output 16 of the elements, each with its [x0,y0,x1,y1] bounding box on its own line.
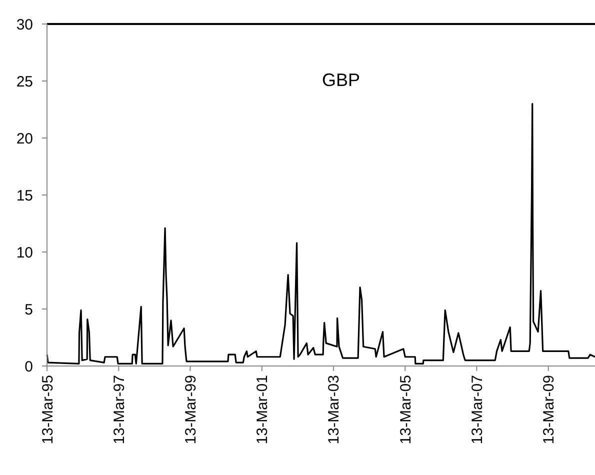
text: GBP [322,70,360,90]
x-tick-label: 13-Mar-05 [397,375,414,444]
y-tick-label: 20 [16,130,33,148]
y-tick-label: 25 [16,73,33,90]
y-tick-label: 5 [24,301,33,318]
x-tick-label: 13-Mar-03 [326,375,343,444]
x-tick-label: 13-Mar-95 [39,375,56,444]
x-tick-label: 13-Mar-97 [110,375,128,444]
y-tick-label: 10 [16,244,33,262]
x-tick-label: 13-Mar-07 [468,375,486,444]
x-tick-label: 13-Mar-01 [254,375,272,444]
x-tick-label: 13-Mar-09 [540,375,558,444]
y-tick-label: 15 [16,187,33,204]
x-tick-label: 13-Mar-99 [182,375,200,444]
y-tick-label: 30 [16,16,33,34]
y-tick-label: 0 [24,358,33,376]
